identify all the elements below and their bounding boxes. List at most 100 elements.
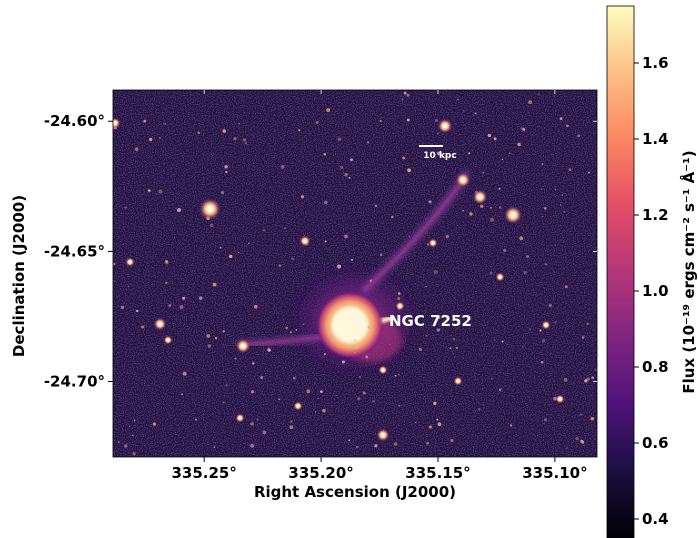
bright-star-core [113, 121, 117, 125]
faint-star [278, 398, 280, 400]
faint-star [379, 253, 383, 257]
faint-star [132, 452, 136, 456]
colorbar-tick-label: 1.2 [642, 206, 669, 224]
bright-star-core [510, 212, 516, 218]
faint-star [285, 326, 288, 330]
colorbar-label: Flux (10⁻¹⁹ ergs cm⁻² s⁻¹ Å⁻¹) [679, 150, 698, 393]
faint-star [543, 418, 548, 422]
colorbar-gradient [606, 5, 635, 538]
faint-star [267, 348, 271, 352]
faint-star [128, 425, 131, 428]
faint-star [124, 444, 128, 448]
bright-star-core [166, 338, 170, 342]
faint-star [134, 147, 139, 151]
faint-star [543, 207, 547, 210]
faint-star [374, 444, 378, 448]
faint-star [320, 390, 323, 393]
faint-star [509, 424, 513, 427]
faint-star [124, 206, 127, 209]
bright-star-core [206, 205, 214, 213]
faint-star [348, 439, 351, 442]
star-field [113, 91, 597, 456]
faint-star [540, 188, 543, 190]
colorbar-tick-label: 0.8 [642, 358, 669, 376]
faint-star [206, 334, 211, 338]
image-frame [112, 89, 598, 458]
faint-star [397, 292, 401, 295]
faint-star [374, 204, 378, 208]
faint-star [426, 441, 430, 445]
faint-star [322, 408, 326, 413]
faint-star [407, 168, 411, 173]
faint-star [594, 369, 597, 372]
faint-star [127, 285, 130, 287]
bright-star-core [477, 194, 483, 200]
faint-star [113, 262, 116, 266]
faint-star [260, 376, 264, 379]
y-axis-label: Declination (J2000) [10, 195, 28, 357]
faint-star [250, 390, 255, 394]
faint-star [250, 443, 255, 448]
faint-star [397, 297, 401, 301]
faint-star [158, 189, 163, 194]
faint-star [280, 164, 285, 169]
faint-star [303, 323, 305, 325]
faint-star [564, 285, 568, 289]
x-tick-label: 335.10° [522, 464, 587, 482]
faint-star [437, 132, 439, 135]
faint-star [263, 229, 266, 232]
bright-star-core [157, 321, 163, 327]
faint-star [131, 434, 134, 437]
faint-star [223, 401, 225, 403]
colorbar-tick-label: 1.4 [642, 130, 669, 148]
faint-star [469, 212, 473, 216]
faint-star [559, 117, 563, 120]
faint-star [435, 119, 438, 122]
bright-star-core [238, 416, 242, 420]
faint-star [436, 418, 439, 421]
faint-star [528, 328, 531, 331]
faint-star [300, 195, 305, 199]
bright-star-core [296, 404, 300, 408]
faint-star [489, 206, 493, 209]
bright-star-core [380, 432, 386, 438]
colorbar-tick-label: 0.6 [642, 434, 669, 452]
faint-star [391, 215, 394, 219]
faint-star [494, 285, 496, 287]
faint-star [182, 371, 187, 376]
faint-star [372, 399, 375, 403]
faint-star [367, 325, 371, 329]
faint-star [394, 374, 397, 377]
faint-star [406, 118, 410, 122]
faint-star [541, 215, 544, 218]
faint-star [120, 305, 125, 310]
bright-star-core [558, 397, 562, 401]
faint-star [355, 445, 359, 449]
faint-star [295, 329, 298, 331]
faint-star [179, 305, 184, 310]
faint-star [482, 171, 485, 174]
faint-star [577, 134, 581, 138]
faint-star [326, 108, 330, 112]
faint-star [207, 344, 212, 348]
faint-star [147, 189, 151, 192]
faint-star [315, 121, 319, 124]
faint-star [233, 137, 237, 141]
faint-star [489, 271, 493, 275]
faint-star [503, 248, 507, 252]
faint-star [367, 141, 370, 144]
faint-star [323, 153, 326, 156]
faint-star [113, 280, 116, 282]
faint-star [337, 137, 342, 141]
faint-star [197, 131, 201, 135]
bright-star-core [381, 368, 385, 372]
faint-star [247, 242, 250, 245]
faint-star [501, 158, 504, 161]
faint-star [222, 330, 225, 333]
faint-star [194, 418, 198, 421]
faint-star [487, 133, 492, 138]
faint-star [181, 393, 183, 396]
faint-star [221, 191, 224, 195]
faint-star [554, 189, 557, 191]
